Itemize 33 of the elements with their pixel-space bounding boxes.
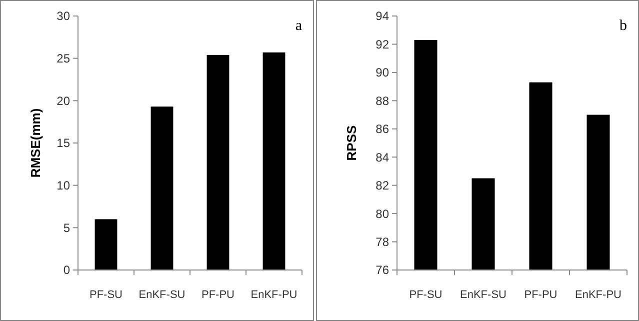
y-tick-label: 78	[376, 234, 390, 249]
y-tick-label: 94	[376, 9, 390, 24]
x-tick-label: EnKF-PU	[575, 289, 622, 301]
bar	[150, 106, 174, 270]
x-tick-label: EnKF-SU	[138, 289, 186, 301]
x-tick-label: EnKF-SU	[460, 289, 507, 301]
y-axis-title: RPSS	[344, 124, 359, 161]
y-tick-label: 84	[376, 150, 390, 164]
x-tick-label: PF-PU	[202, 289, 235, 301]
bar	[206, 54, 230, 270]
y-axis-title: RMSE(mm)	[28, 108, 43, 178]
y-tick-label: 0	[63, 263, 70, 278]
bar	[262, 52, 286, 270]
y-tick-label: 80	[376, 206, 390, 221]
y-tick-label: 90	[376, 66, 390, 80]
y-tick-label: 25	[56, 52, 70, 66]
y-tick-label: 10	[56, 178, 70, 193]
bar	[94, 219, 118, 270]
y-tick-label: 82	[376, 178, 390, 193]
x-tick-label: EnKF-PU	[250, 289, 298, 301]
x-tick-label: PF-PU	[524, 289, 558, 301]
y-tick-label: 5	[63, 220, 70, 235]
annotation: a	[295, 18, 302, 34]
y-tick-label: 76	[376, 263, 390, 278]
y-tick-label: 86	[376, 122, 390, 136]
y-tick-label: 88	[376, 94, 390, 108]
x-tick-label: PF-SU	[90, 289, 123, 301]
y-tick-label: 15	[56, 136, 70, 150]
y-tick-label: 30	[56, 9, 70, 24]
annotation: b	[620, 18, 627, 34]
y-tick-label: 20	[56, 94, 70, 108]
x-tick-label: PF-SU	[409, 289, 442, 301]
y-tick-label: 92	[376, 37, 390, 52]
